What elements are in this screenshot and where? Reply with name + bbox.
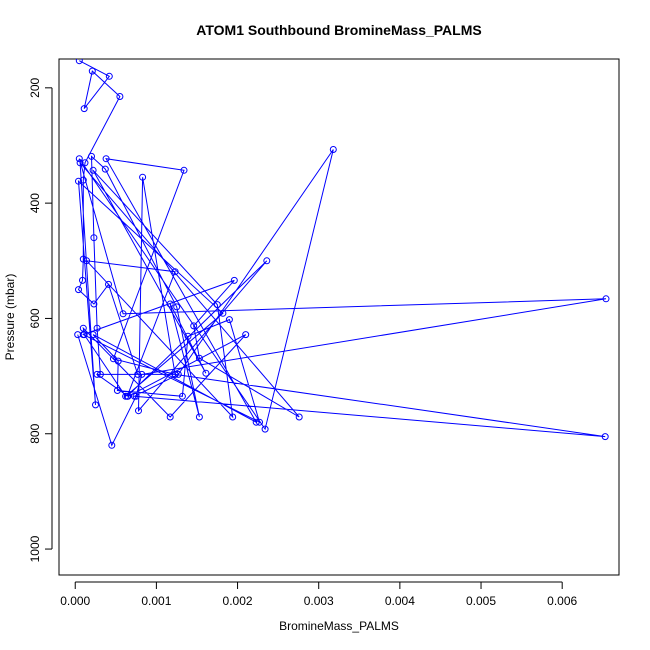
data-point — [114, 357, 122, 365]
data-point — [190, 322, 198, 330]
data-point — [263, 257, 271, 265]
data-point — [88, 67, 96, 75]
data-point — [113, 387, 121, 394]
data-point — [108, 441, 116, 449]
plot-frame — [58, 58, 620, 576]
data-point — [219, 309, 227, 317]
x-tick-label: 0.006 — [547, 594, 577, 608]
x-tick-label: 0.005 — [466, 594, 496, 608]
data-point — [178, 392, 186, 400]
x-tick-label: 0.002 — [223, 594, 253, 608]
data-point — [135, 407, 142, 415]
data-point — [329, 146, 337, 153]
data-point — [180, 166, 188, 174]
data-point — [101, 165, 109, 173]
data-point — [75, 155, 83, 163]
data-point — [75, 59, 83, 65]
x-tick-label: 0.000 — [60, 594, 90, 608]
data-point — [184, 332, 192, 340]
data-point — [171, 268, 179, 276]
data-point — [213, 301, 221, 309]
data-point — [89, 166, 97, 174]
data-point — [174, 370, 182, 378]
series-line — [77, 60, 607, 447]
y-axis-label: Pressure (mbar) — [3, 274, 17, 361]
data-point — [139, 173, 147, 181]
data-point — [92, 401, 99, 409]
data-point — [119, 310, 127, 318]
data-point — [166, 413, 174, 421]
data-point — [171, 370, 179, 378]
data-point — [230, 276, 238, 284]
data-point — [105, 72, 113, 80]
data-point — [81, 159, 89, 167]
x-axis: 0.000 0.001 0.002 0.003 0.004 0.005 0.006 — [60, 581, 578, 608]
data-point — [202, 369, 210, 377]
y-axis: 200 400 600 800 1000 — [28, 77, 53, 562]
data-point — [96, 370, 104, 378]
x-axis-label: BromineMass_PALMS — [279, 619, 399, 633]
y-tick-label: 800 — [28, 423, 42, 443]
data-point — [75, 177, 82, 185]
data-point — [102, 155, 110, 163]
data-point — [195, 354, 203, 362]
data-point — [80, 105, 88, 113]
data-point — [195, 413, 203, 421]
data-point — [88, 152, 95, 160]
data-point — [89, 331, 97, 339]
y-tick-label: 600 — [28, 308, 42, 328]
data-point — [79, 255, 87, 263]
data-point — [229, 413, 237, 421]
x-tick-label: 0.003 — [304, 594, 334, 608]
data-point — [173, 303, 181, 311]
data-point — [75, 286, 82, 294]
data-point — [225, 316, 233, 324]
data-point — [93, 324, 101, 332]
data-point — [79, 276, 86, 284]
data-point — [295, 413, 303, 421]
data-point — [132, 392, 140, 400]
data-point — [252, 418, 260, 426]
data-point — [166, 300, 174, 308]
data-point — [601, 433, 609, 441]
data-point — [74, 331, 82, 339]
y-tick-label: 400 — [28, 193, 42, 213]
data-point — [79, 176, 87, 184]
data-point — [242, 331, 250, 339]
data-point — [105, 280, 112, 288]
data-point — [134, 370, 142, 378]
data-point — [602, 295, 610, 303]
x-tick-label: 0.001 — [141, 594, 171, 608]
y-tick-label: 200 — [28, 77, 42, 97]
data-point — [76, 159, 84, 167]
data-point — [138, 370, 146, 378]
chart-title: ATOM1 Southbound BromineMass_PALMS — [196, 22, 481, 38]
y-tick-label: 1000 — [28, 535, 42, 562]
data-point — [261, 425, 269, 433]
data-point — [256, 418, 263, 426]
data-point — [93, 370, 101, 378]
data-point — [122, 392, 130, 400]
data-point — [79, 324, 87, 332]
plot-area — [74, 59, 610, 449]
data-point — [90, 234, 98, 242]
data-point — [83, 257, 91, 265]
x-tick-label: 0.004 — [385, 594, 415, 608]
data-point — [116, 93, 124, 100]
data-point — [90, 300, 98, 308]
